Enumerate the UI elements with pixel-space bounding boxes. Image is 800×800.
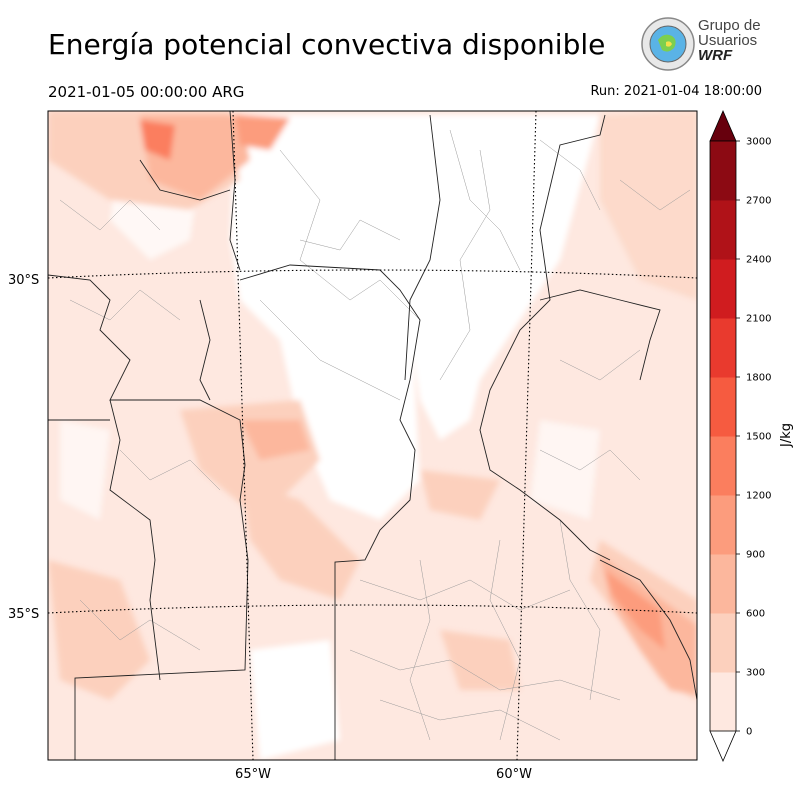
cape-field bbox=[48, 111, 697, 760]
graticule bbox=[48, 111, 697, 760]
province-lines bbox=[48, 111, 697, 760]
map-frame bbox=[47, 110, 698, 761]
wrf-logo: Grupo de Usuarios WRF bbox=[640, 16, 765, 72]
colorbar-segment bbox=[710, 495, 736, 555]
colorbar-tick-label: 2400 bbox=[746, 255, 771, 266]
meridian-65w bbox=[232, 111, 254, 760]
colorbar-tick-label: 1500 bbox=[746, 432, 771, 443]
valid-time: 2021-01-05 00:00:00 ARG bbox=[48, 83, 245, 101]
colorbar-segment bbox=[710, 200, 736, 260]
department-lines bbox=[59, 129, 691, 741]
logo-line-1: Grupo de bbox=[698, 17, 761, 34]
colorbar-extend-min bbox=[709, 730, 737, 763]
colorbar-segment bbox=[710, 613, 736, 673]
run-time: Run: 2021-01-04 18:00:00 bbox=[590, 84, 762, 99]
colorbar-unit: J/kg bbox=[779, 423, 794, 448]
lon-label-65w: 65°W bbox=[235, 767, 271, 782]
colorbar-tick-label: 900 bbox=[746, 550, 765, 561]
lat-label-35s: 35°S bbox=[8, 607, 39, 622]
colorbar: 0 300 600 900 1200 1500 1800 2100 2400 2700 3000 bbox=[709, 109, 771, 763]
colorbar-segment bbox=[710, 672, 736, 732]
colorbar-segment bbox=[710, 141, 736, 201]
colorbar-tick-label: 300 bbox=[746, 668, 765, 679]
logo-line-2: Usuarios bbox=[698, 32, 758, 49]
globe-logo-icon bbox=[641, 17, 695, 71]
colorbar-extend-max bbox=[709, 109, 737, 142]
colorbar-segment bbox=[710, 259, 736, 319]
map-title: Energía potencial convectiva disponible bbox=[48, 28, 606, 61]
colorbar-tick-label: 0 bbox=[746, 727, 752, 738]
colorbar-segment bbox=[710, 318, 736, 378]
logo-line-3: WRF bbox=[698, 47, 733, 64]
colorbar-segment bbox=[710, 554, 736, 614]
colorbar-tick-label: 1200 bbox=[746, 491, 771, 502]
lon-label-60w: 60°W bbox=[496, 767, 532, 782]
colorbar-tick-label: 3000 bbox=[746, 137, 771, 148]
parallel-30s bbox=[48, 269, 697, 279]
logo-text: Grupo de Usuarios WRF bbox=[698, 18, 761, 63]
meridian-60w bbox=[516, 111, 537, 760]
colorbar-tick-label: 600 bbox=[746, 609, 765, 620]
lat-label-30s: 30°S bbox=[8, 273, 39, 288]
parallel-35s bbox=[48, 604, 697, 614]
colorbar-segment bbox=[710, 377, 736, 437]
boundaries bbox=[48, 111, 697, 760]
colorbar-segment bbox=[710, 436, 736, 496]
colorbar-tick-label: 2700 bbox=[746, 196, 771, 207]
colorbar-tick-label: 1800 bbox=[746, 373, 771, 384]
colorbar-tick-label: 2100 bbox=[746, 314, 771, 325]
